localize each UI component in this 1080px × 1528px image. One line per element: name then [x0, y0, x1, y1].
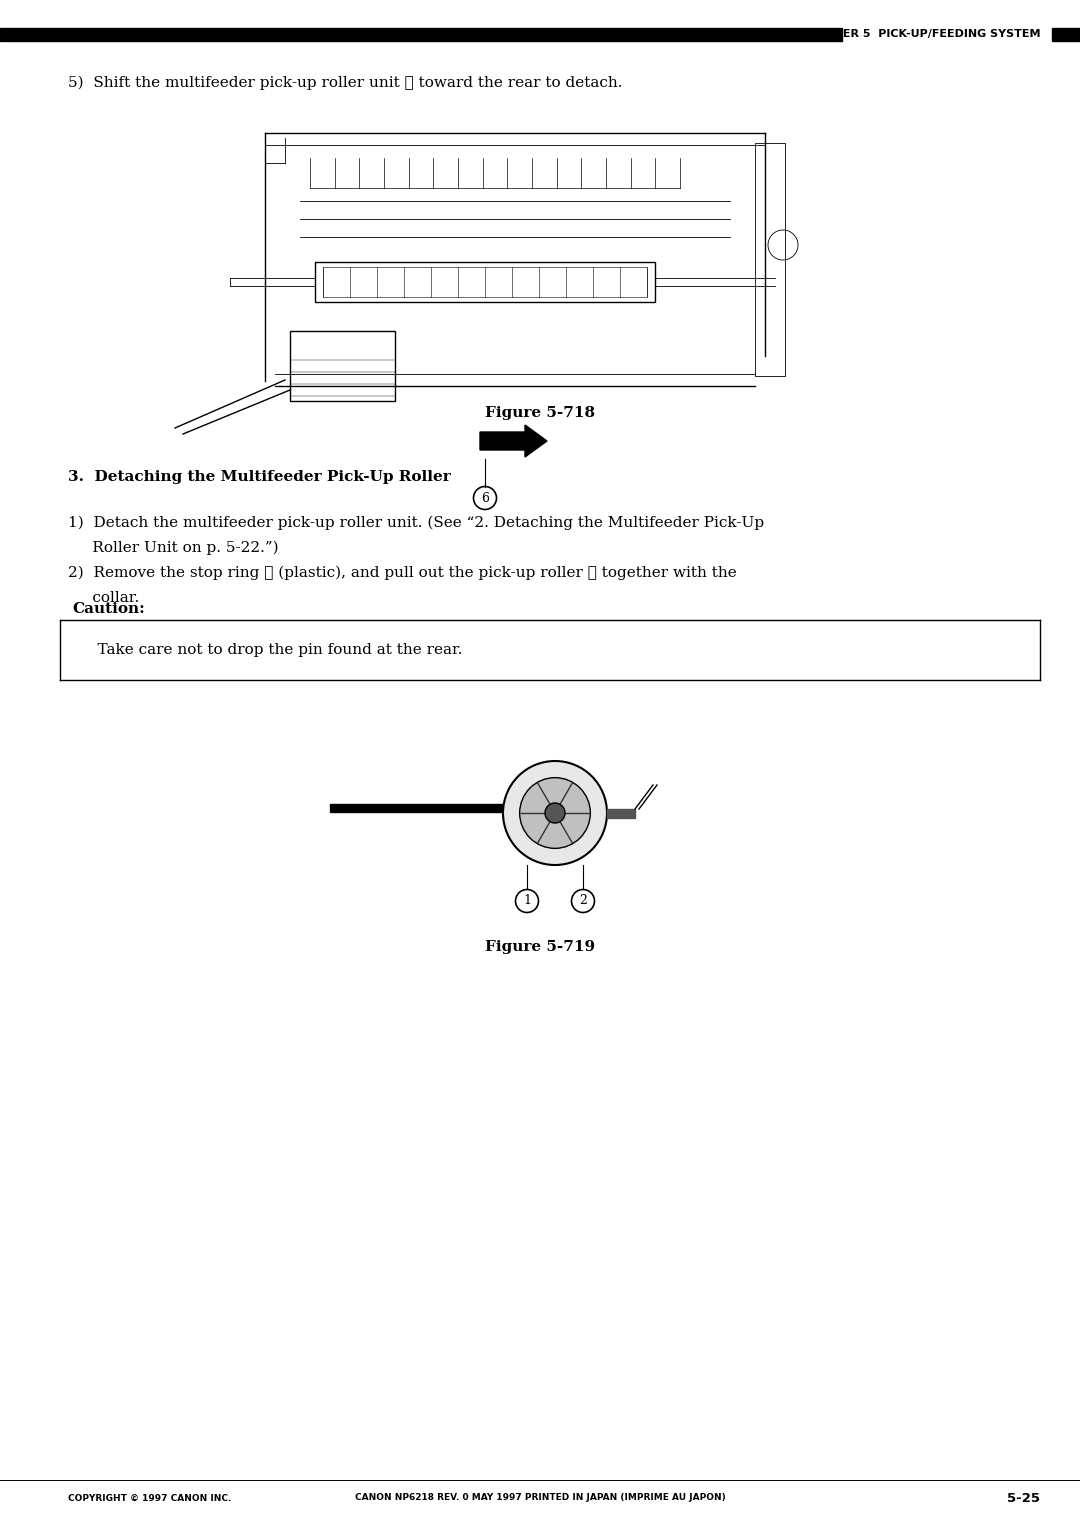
Text: collar.: collar.	[68, 591, 139, 605]
Bar	[755, 144, 785, 376]
Text: 1: 1	[523, 894, 531, 908]
Circle shape	[519, 778, 591, 848]
Text: 3.  Detaching the Multifeeder Pick-Up Roller: 3. Detaching the Multifeeder Pick-Up Rol…	[68, 471, 450, 484]
Text: CHAPTER 5  PICK-UP/FEEDING SYSTEM: CHAPTER 5 PICK-UP/FEEDING SYSTEM	[800, 29, 1040, 38]
Text: COPYRIGHT © 1997 CANON INC.: COPYRIGHT © 1997 CANON INC.	[68, 1493, 231, 1502]
Text: 6: 6	[481, 492, 489, 504]
Bar	[291, 332, 395, 400]
Bar	[323, 267, 647, 296]
Bar	[330, 804, 530, 811]
Text: 2)  Remove the stop ring ① (plastic), and pull out the pick-up roller ② together: 2) Remove the stop ring ① (plastic), and…	[68, 565, 737, 581]
Circle shape	[545, 804, 565, 824]
Bar	[607, 808, 635, 817]
Text: Figure 5-719: Figure 5-719	[485, 940, 595, 953]
Bar	[0, 28, 842, 41]
FancyArrow shape	[480, 425, 546, 457]
Text: Roller Unit on p. 5-22.”): Roller Unit on p. 5-22.”)	[68, 541, 279, 555]
Text: Figure 5-718: Figure 5-718	[485, 406, 595, 420]
Text: CANON NP6218 REV. 0 MAY 1997 PRINTED IN JAPAN (IMPRIME AU JAPON): CANON NP6218 REV. 0 MAY 1997 PRINTED IN …	[354, 1493, 726, 1502]
Text: Take care not to drop the pin found at the rear.: Take care not to drop the pin found at t…	[78, 643, 462, 657]
Text: 5)  Shift the multifeeder pick-up roller unit ⑦ toward the rear to detach.: 5) Shift the multifeeder pick-up roller …	[68, 76, 622, 90]
Text: 2: 2	[579, 894, 586, 908]
Text: 1)  Detach the multifeeder pick-up roller unit. (See “2. Detaching the Multifeed: 1) Detach the multifeeder pick-up roller…	[68, 516, 765, 530]
Circle shape	[503, 761, 607, 865]
Bar	[315, 261, 654, 303]
Text: 5-25: 5-25	[1007, 1491, 1040, 1505]
Bar	[1052, 28, 1080, 41]
Text: Caution:: Caution:	[72, 602, 145, 616]
